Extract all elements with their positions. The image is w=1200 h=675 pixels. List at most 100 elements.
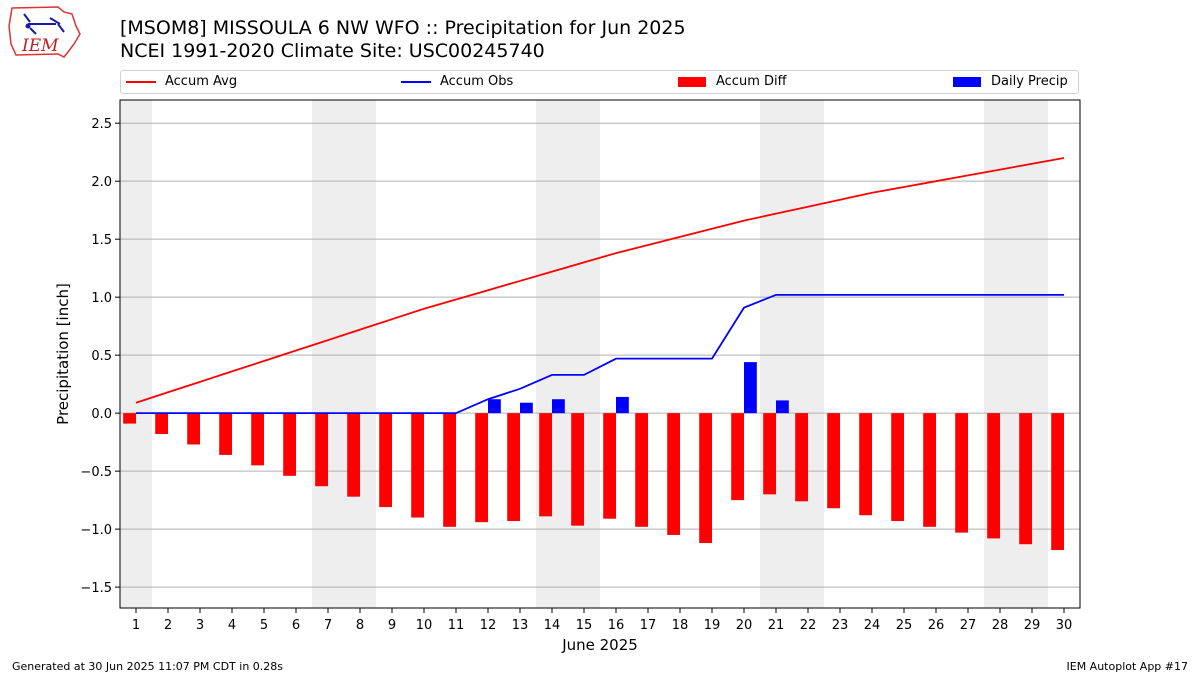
weekend-band <box>120 100 152 608</box>
bar-accum-diff <box>1051 413 1064 551</box>
legend-swatch-daily-precip <box>953 76 981 87</box>
bar-accum-diff <box>699 413 712 544</box>
y-axis-label: Precipitation [inch] <box>54 283 72 425</box>
x-tick-label: 25 <box>896 618 913 633</box>
x-tick-label: 6 <box>292 618 300 633</box>
bar-daily-precip <box>744 362 757 414</box>
bar-daily-precip <box>520 402 533 414</box>
x-tick-label: 19 <box>704 618 721 633</box>
y-tick-label: 2.5 <box>91 117 112 132</box>
x-tick-label: 11 <box>448 618 465 633</box>
bar-accum-diff <box>123 413 136 424</box>
x-tick-label: 14 <box>544 618 561 633</box>
legend-label-accum-avg: Accum Avg <box>165 74 238 89</box>
legend-item-daily-precip: Daily Precip <box>953 74 1068 89</box>
bar-accum-diff <box>251 413 264 466</box>
bar-accum-diff <box>731 413 744 501</box>
weekend-band <box>792 100 824 608</box>
line-accum-avg <box>135 157 1065 404</box>
x-tick-label: 21 <box>768 618 785 633</box>
legend-swatch-accum-obs <box>401 80 431 83</box>
x-tick-label: 29 <box>1024 618 1041 633</box>
bar-accum-diff <box>891 413 904 522</box>
footer-generated: Generated at 30 Jun 2025 11:07 PM CDT in… <box>12 660 284 673</box>
bar-accum-diff <box>987 413 1000 539</box>
bar-accum-diff <box>827 413 840 509</box>
bar-accum-diff <box>635 413 648 527</box>
x-axis-label: June 2025 <box>561 636 638 654</box>
bar-accum-diff <box>475 413 488 523</box>
bar-daily-precip <box>616 396 629 414</box>
x-tick-label: 24 <box>864 618 881 633</box>
chart-subtitle: NCEI 1991-2020 Climate Site: USC00245740 <box>120 40 545 62</box>
bar-accum-diff <box>507 413 520 522</box>
weekend-band <box>344 100 376 608</box>
x-tick-label: 28 <box>992 618 1009 633</box>
x-tick-label: 7 <box>324 618 332 633</box>
bar-accum-diff <box>763 413 776 495</box>
x-tick-label: 8 <box>356 618 364 633</box>
bar-accum-diff <box>379 413 392 508</box>
plot-frame <box>119 99 1081 609</box>
x-tick-label: 12 <box>480 618 497 633</box>
legend-label-accum-obs: Accum Obs <box>440 74 514 89</box>
x-tick-label: 17 <box>640 618 657 633</box>
bar-accum-diff <box>1019 413 1032 545</box>
y-tick-label: −1.0 <box>80 523 112 538</box>
x-tick-label: 3 <box>196 618 204 633</box>
x-tick-label: 18 <box>672 618 689 633</box>
x-tick-label: 13 <box>512 618 529 633</box>
legend-item-accum-diff: Accum Diff <box>678 74 787 89</box>
footer-app: IEM Autoplot App #17 <box>1066 660 1189 673</box>
bar-daily-precip <box>488 399 501 414</box>
y-tick-label: 0.5 <box>91 349 112 364</box>
x-tick-label: 15 <box>576 618 593 633</box>
legend-item-accum-avg: Accum Avg <box>126 74 237 89</box>
x-tick-label: 23 <box>832 618 849 633</box>
chart-title: [MSOM8] MISSOULA 6 NW WFO :: Precipitati… <box>120 17 686 39</box>
x-tick-label: 20 <box>736 618 753 633</box>
x-tick-label: 5 <box>260 618 268 633</box>
y-tick-label: 2.0 <box>91 175 112 190</box>
x-tick-label: 4 <box>228 618 236 633</box>
y-tick-label: −0.5 <box>80 465 112 480</box>
x-tick-label: 26 <box>928 618 945 633</box>
legend-label-daily-precip: Daily Precip <box>991 74 1068 89</box>
weekend-band <box>312 100 344 608</box>
y-tick-label: −1.5 <box>80 581 112 596</box>
weekend-band <box>760 100 792 608</box>
bar-accum-diff <box>411 413 424 518</box>
precipitation-chart: −1.5−1.0−0.50.00.51.01.52.02.51 2 3 4 5 6 7 8 9 1… <box>54 99 1081 654</box>
bar-accum-diff <box>603 413 616 519</box>
x-tick-label: 22 <box>800 618 817 633</box>
bar-accum-diff <box>955 413 968 533</box>
bar-accum-diff <box>315 413 328 487</box>
bar-accum-diff <box>667 413 680 535</box>
x-tick-label: 2 <box>164 618 172 633</box>
bar-accum-diff <box>187 413 200 445</box>
legend-swatch-accum-avg <box>126 80 156 83</box>
iem-logo: IEM <box>8 6 81 58</box>
x-tick-label: 1 <box>132 618 140 633</box>
bar-accum-diff <box>859 413 872 516</box>
weekend-band <box>568 100 600 608</box>
bar-accum-diff <box>155 413 168 435</box>
bar-accum-diff <box>923 413 936 527</box>
bar-accum-diff <box>347 413 360 497</box>
bar-accum-diff <box>571 413 584 526</box>
logo-text: IEM <box>21 36 59 56</box>
x-tick-label: 9 <box>388 618 396 633</box>
legend-item-accum-obs: Accum Obs <box>401 74 513 89</box>
bar-daily-precip <box>552 399 565 414</box>
legend-swatch-accum-diff <box>678 76 706 87</box>
legend: Accum Avg Accum Obs Accum Diff Daily Pre… <box>120 70 1079 94</box>
bar-accum-diff <box>795 413 808 502</box>
y-tick-label: 1.5 <box>91 233 112 248</box>
x-tick-label: 16 <box>608 618 625 633</box>
legend-label-accum-diff: Accum Diff <box>716 74 787 89</box>
x-tick-label: 27 <box>960 618 977 633</box>
line-accum-obs <box>136 293 1064 415</box>
bar-accum-diff <box>219 413 232 455</box>
bar-daily-precip <box>776 400 789 414</box>
weekend-band <box>536 100 568 608</box>
